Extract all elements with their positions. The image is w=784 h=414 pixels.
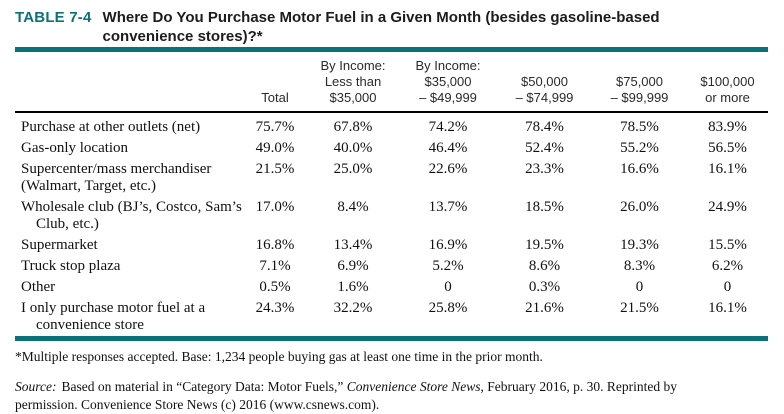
row-label: Supercenter/mass merchandiser (Walmart, T…	[21, 161, 212, 194]
title-line-2: convenience stores)?*	[102, 28, 263, 45]
column-header-income-lt35k: By Income: Less than $35,000	[320, 58, 386, 105]
cell: 24.9%	[708, 199, 747, 215]
cell: 22.6%	[428, 161, 468, 177]
source-text-2: , February 2016, p. 30. Reprinted by	[480, 379, 677, 394]
cell: 7.1%	[259, 258, 291, 274]
source-label: Source:	[15, 379, 57, 394]
cell: 25.0%	[333, 161, 373, 177]
cell: 13.7%	[428, 199, 468, 215]
cell: 78.5%	[620, 119, 659, 135]
title-line-1: Where Do You Purchase Motor Fuel in a Gi…	[102, 9, 660, 26]
cell: 32.2%	[333, 300, 373, 316]
row-label: Purchase at other outlets (net)	[21, 119, 201, 135]
cell: 26.0%	[620, 199, 659, 215]
cell: 0.5%	[259, 279, 291, 295]
cell: 46.4%	[428, 140, 468, 156]
column-header-income-50-74k: $50,000 – $74,999	[515, 74, 574, 105]
cell: 15.5%	[708, 237, 747, 253]
row-label: I only purchase motor fuel at a convenien…	[21, 300, 206, 333]
row-label: Gas-only location	[21, 140, 129, 156]
cell: 19.3%	[620, 237, 659, 253]
teal-rule-bottom	[15, 336, 768, 341]
teal-rule-top	[15, 47, 768, 52]
row-label: Other	[21, 279, 56, 295]
cell: 40.0%	[333, 140, 373, 156]
cell: 6.9%	[337, 258, 369, 274]
table-row: Supercenter/mass merchandiser (Walmart, T…	[15, 159, 768, 197]
cell: 21.6%	[525, 300, 564, 316]
column-header-total: Total	[261, 90, 289, 105]
cell: 25.8%	[428, 300, 468, 316]
cell: 17.0%	[255, 199, 295, 215]
cell: 16.1%	[708, 300, 747, 316]
source-note: Source: Based on material in “Category Da…	[15, 378, 768, 414]
cell: 67.8%	[333, 119, 373, 135]
source-publication-title: Convenience Store News	[346, 379, 481, 394]
table-row: Gas-only location 49.0% 40.0% 46.4% 52.4…	[15, 138, 768, 159]
cell: 13.4%	[333, 237, 373, 253]
cell: 0.3%	[528, 279, 561, 295]
row-label: Wholesale club (BJ’s, Costco, Sam’s Club,…	[21, 199, 242, 232]
cell: 8.3%	[623, 258, 656, 274]
cell: 21.5%	[255, 161, 295, 177]
column-header-income-100k-plus: $100,000 or more	[700, 74, 755, 105]
table-row: I only purchase motor fuel at a convenien…	[15, 298, 768, 336]
cell: 78.4%	[525, 119, 564, 135]
cell: 1.6%	[337, 279, 369, 295]
cell: 83.9%	[708, 119, 747, 135]
row-label: Truck stop plaza	[21, 258, 121, 274]
table-row: Purchase at other outlets (net) 75.7% 67…	[15, 112, 768, 138]
cell: 8.4%	[337, 199, 369, 215]
cell: 16.9%	[428, 237, 468, 253]
cell: 19.5%	[525, 237, 564, 253]
source-text-3: permission. Convenience Store News (c) 2…	[15, 397, 380, 412]
table-row: Other 0.5% 1.6% 0 0.3% 0 0	[15, 277, 768, 298]
cell: 16.1%	[708, 161, 747, 177]
source-text-1: Based on material in “Category Data: Mot…	[61, 379, 347, 394]
cell: 16.6%	[620, 161, 659, 177]
page-title: Where Do You Purchase Motor Fuel in a Gi…	[103, 8, 660, 46]
corner-spacer	[15, 52, 243, 112]
data-table: Total By Income: Less than $35,000 By In…	[15, 52, 768, 336]
cell: 49.0%	[255, 140, 295, 156]
cell: 18.5%	[525, 199, 564, 215]
cell: 16.8%	[255, 237, 295, 253]
cell: 6.2%	[711, 258, 744, 274]
cell: 24.3%	[255, 300, 295, 316]
cell: 55.2%	[620, 140, 659, 156]
cell: 0	[635, 279, 644, 295]
column-header-income-75-99k: $75,000 – $99,999	[610, 74, 669, 105]
column-header-income-35-49k: By Income: $35,000 – $49,999	[415, 58, 481, 105]
cell: 21.5%	[620, 300, 659, 316]
cell: 23.3%	[525, 161, 564, 177]
header-row: Total By Income: Less than $35,000 By In…	[15, 52, 768, 112]
cell: 0	[444, 279, 452, 295]
footnote: *Multiple responses accepted. Base: 1,23…	[15, 349, 543, 364]
cell: 8.6%	[528, 258, 561, 274]
cell: 75.7%	[255, 119, 295, 135]
table-row: Wholesale club (BJ’s, Costco, Sam’s Club,…	[15, 197, 768, 235]
table-row: Supermarket 16.8% 13.4% 16.9% 19.5% 19.3…	[15, 235, 768, 256]
cell: 56.5%	[708, 140, 747, 156]
table-number-label: TABLE 7-4	[15, 9, 92, 26]
cell: 74.2%	[428, 119, 468, 135]
table-row: Truck stop plaza 7.1% 6.9% 5.2% 8.6% 8.3…	[15, 256, 768, 277]
cell: 52.4%	[525, 140, 564, 156]
cell: 5.2%	[432, 258, 464, 274]
cell: 0	[723, 279, 732, 295]
row-label: Supermarket	[21, 237, 98, 253]
table-caption: TABLE 7-4 Where Do You Purchase Motor Fu…	[15, 8, 768, 46]
